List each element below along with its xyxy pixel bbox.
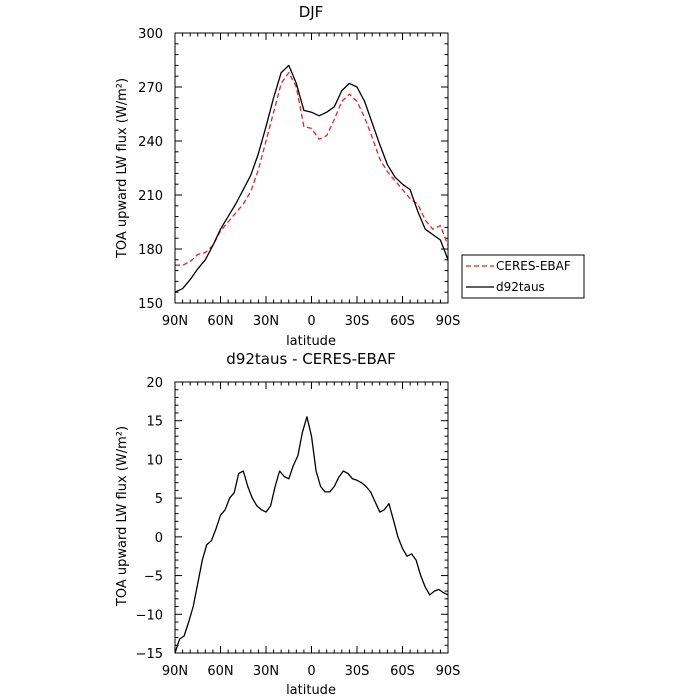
plot-lines [174, 416, 449, 654]
x-tick-label: 60N [207, 314, 233, 329]
y-tick-label: 180 [138, 243, 163, 258]
series-line-ceres-ebaf [175, 71, 449, 266]
x-tick-label: 30S [345, 664, 370, 679]
y-tick-label: 300 [138, 27, 163, 42]
x-tick-label: 90S [436, 314, 461, 329]
x-axis-label: latitude [286, 334, 336, 349]
legend: CERES-EBAF d92taus [461, 254, 585, 299]
plot-frame [174, 381, 449, 654]
x-tick-label: 90N [162, 314, 188, 329]
plot-lines [174, 64, 449, 293]
y-axis-label: TOA upward LW flux (W/m²) [115, 426, 130, 607]
y-tick-label: −5 [144, 570, 163, 585]
x-tick-label: 60S [390, 664, 415, 679]
legend-label-ceres-ebaf: CERES-EBAF [496, 259, 571, 273]
x-tick-label: 60S [390, 314, 415, 329]
x-tick-label: 90S [436, 664, 461, 679]
x-tick-label: 90N [162, 664, 188, 679]
y-tick-label: −10 [136, 608, 163, 623]
difference-panel: d92taus - CERES-EBAF latitude TOA upward… [115, 350, 460, 698]
chart-title: DJF [299, 3, 324, 21]
series-line-d92taus-ceres-ebaf [174, 416, 449, 654]
axis-ticks: 90N 60N 30N 0 30S 60S 90S −15 −10 −5 0 5 10 15 20 [136, 376, 461, 679]
x-tick-label: 30N [253, 664, 279, 679]
y-tick-label: 15 [146, 415, 163, 430]
x-tick-label: 0 [307, 314, 315, 329]
axis-ticks: 90N 60N 30N 0 30S 60S 90S 150 180 210 240 270 300 [138, 27, 460, 329]
y-tick-label: 270 [138, 81, 163, 96]
x-tick-label: 60N [207, 664, 233, 679]
y-tick-label: −15 [136, 647, 163, 662]
x-tick-label: 0 [307, 664, 315, 679]
djf-panel: DJF latitude TOA upward LW flux (W/m²) 9… [115, 3, 460, 349]
x-tick-label: 30N [253, 314, 279, 329]
plot-frame [174, 32, 449, 304]
y-tick-label: 0 [155, 531, 163, 546]
y-tick-label: 240 [138, 135, 163, 150]
y-tick-label: 20 [146, 376, 163, 391]
chart-title: d92taus - CERES-EBAF [226, 350, 395, 368]
legend-label-d92taus: d92taus [496, 280, 545, 294]
x-tick-label: 30S [345, 314, 370, 329]
y-axis-label: TOA upward LW flux (W/m²) [115, 78, 130, 259]
y-tick-label: 210 [138, 189, 163, 204]
series-line-d92taus [174, 64, 449, 293]
legend-box [461, 254, 585, 299]
x-axis-label: latitude [286, 683, 336, 698]
y-tick-label: 5 [155, 492, 163, 507]
y-tick-label: 150 [138, 297, 163, 312]
y-tick-label: 10 [146, 453, 163, 468]
